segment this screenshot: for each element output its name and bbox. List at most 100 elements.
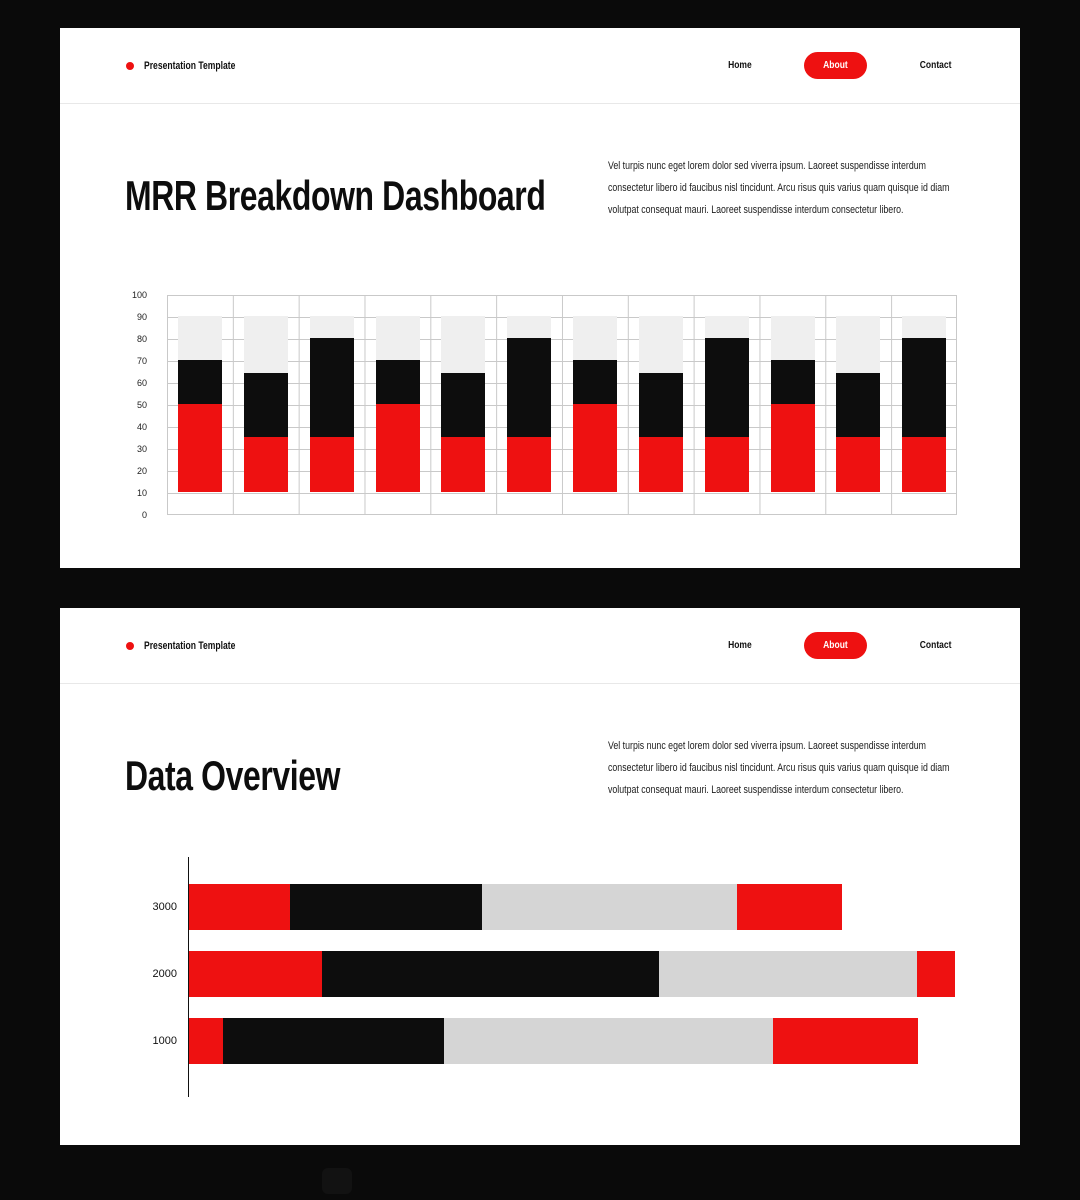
bar-segment-gray — [770, 316, 815, 360]
hbar-segment-red — [189, 1018, 223, 1064]
nav-item-home[interactable]: Home — [728, 60, 752, 71]
hbar-segment-red — [917, 951, 955, 997]
bar-column — [430, 295, 496, 514]
hbar-segment-gray — [481, 884, 738, 930]
brand-dot-icon — [126, 61, 134, 70]
bar-segment-black — [836, 373, 881, 437]
brand-label: Presentation Template — [144, 639, 236, 652]
y-tick-label: 60 — [136, 377, 147, 388]
hbar-row: 2000 — [153, 951, 955, 997]
bar-column — [760, 295, 826, 514]
bar-segment-gray — [638, 316, 683, 374]
brand-dot-icon — [126, 641, 134, 650]
bar-column — [496, 295, 562, 514]
bar-column — [167, 295, 233, 514]
bar-column — [299, 295, 365, 514]
y-tick-label: 30 — [136, 443, 147, 454]
bar-segment-red — [375, 404, 420, 492]
bar-segment-red — [638, 437, 683, 492]
bar-segment-gray — [704, 316, 749, 338]
mrr-chart-plot — [167, 295, 957, 515]
bar-segment-red — [507, 437, 552, 492]
slide-mrr-breakdown: Presentation Template Home About Contact… — [60, 28, 1020, 568]
hbar-row: 3000 — [153, 884, 955, 930]
bar-column — [628, 295, 694, 514]
bar-column — [825, 295, 891, 514]
slide-data-overview: Presentation Template Home About Contact… — [60, 608, 1020, 1145]
bar-segment-gray — [573, 316, 617, 360]
nav-item-contact[interactable]: Contact — [919, 60, 952, 71]
nav-item-about[interactable]: About — [803, 632, 867, 659]
bar-segment-gray — [375, 316, 420, 360]
bar-segment-black — [243, 373, 288, 437]
brand: Presentation Template — [126, 640, 261, 652]
bar-segment-black — [375, 360, 420, 404]
mrr-chart-yaxis: 0 10 20 30 40 50 60 70 80 90 100 — [100, 290, 147, 520]
watermark — [322, 1168, 352, 1194]
bar-segment-black — [507, 338, 552, 437]
slide2-description: Vel turpis nunc eget lorem dolor sed viv… — [608, 740, 950, 796]
bar-segment-black — [770, 360, 815, 404]
bar-segment-gray — [309, 316, 354, 338]
bar-segment-red — [309, 437, 354, 492]
bar-segment-red — [770, 404, 815, 492]
nav-item-contact[interactable]: Contact — [919, 640, 952, 651]
y-tick-label: 20 — [136, 465, 147, 476]
y-tick-label: 10 — [136, 487, 147, 498]
nav-item-about-label: About — [823, 60, 848, 71]
brand: Presentation Template — [126, 60, 261, 72]
y-tick-label: 40 — [136, 421, 147, 432]
data-overview-hbar-chart: 3000 2000 1000 — [153, 857, 955, 1097]
bar-segment-black — [309, 338, 354, 437]
y-tick-label: 50 — [136, 399, 147, 410]
bar-segment-red — [178, 404, 222, 492]
hbar — [189, 884, 955, 930]
bar-segment-black — [704, 338, 749, 437]
row-label: 2000 — [152, 968, 177, 980]
hbar — [189, 1018, 955, 1064]
y-tick-label: 100 — [131, 289, 147, 300]
nav-item-about-label: About — [823, 640, 848, 651]
bar-column — [365, 295, 431, 514]
bar-segment-black — [178, 360, 222, 404]
slide2-header: Presentation Template Home About Contact — [60, 608, 1020, 684]
row-label: 3000 — [152, 901, 177, 913]
hbar-segment-red — [737, 884, 842, 930]
bar-column — [694, 295, 760, 514]
hbar-segment-gray — [659, 951, 918, 997]
bar-column — [233, 295, 299, 514]
hbar-row: 1000 — [153, 1018, 955, 1064]
bar-segment-red — [243, 437, 288, 492]
nav-item-home[interactable]: Home — [728, 640, 752, 651]
bar-segment-red — [441, 437, 486, 492]
slide1-header: Presentation Template Home About Contact — [60, 28, 1020, 104]
bar-column — [891, 295, 957, 514]
bar-segment-red — [836, 437, 881, 492]
hbar-segment-black — [290, 884, 482, 930]
bar-segment-red — [573, 404, 617, 492]
bar-segment-black — [441, 373, 486, 437]
row-label: 1000 — [152, 1035, 177, 1047]
bar-segment-red — [902, 437, 947, 492]
bar-segment-gray — [836, 316, 881, 374]
bar-segment-black — [902, 338, 947, 437]
bar-segment-gray — [243, 316, 288, 374]
bar-segment-gray — [902, 316, 947, 338]
bar-segment-gray — [441, 316, 486, 374]
brand-label: Presentation Template — [144, 59, 236, 72]
y-tick-label: 90 — [136, 311, 147, 322]
bar-segment-black — [638, 373, 683, 437]
y-tick-label: 70 — [136, 355, 147, 366]
hbar-segment-black — [322, 951, 660, 997]
slide1-description: Vel turpis nunc eget lorem dolor sed viv… — [608, 160, 950, 216]
slide2-title: Data Overview — [125, 752, 341, 800]
bar-segment-red — [704, 437, 749, 492]
nav-item-about[interactable]: About — [803, 52, 867, 79]
y-tick-label: 0 — [141, 509, 147, 520]
hbar — [189, 951, 955, 997]
slide1-title: MRR Breakdown Dashboard — [125, 172, 546, 220]
bar-column — [562, 295, 628, 514]
hbar-segment-red — [772, 1018, 919, 1064]
slide1-nav: Home About Contact — [726, 52, 954, 79]
